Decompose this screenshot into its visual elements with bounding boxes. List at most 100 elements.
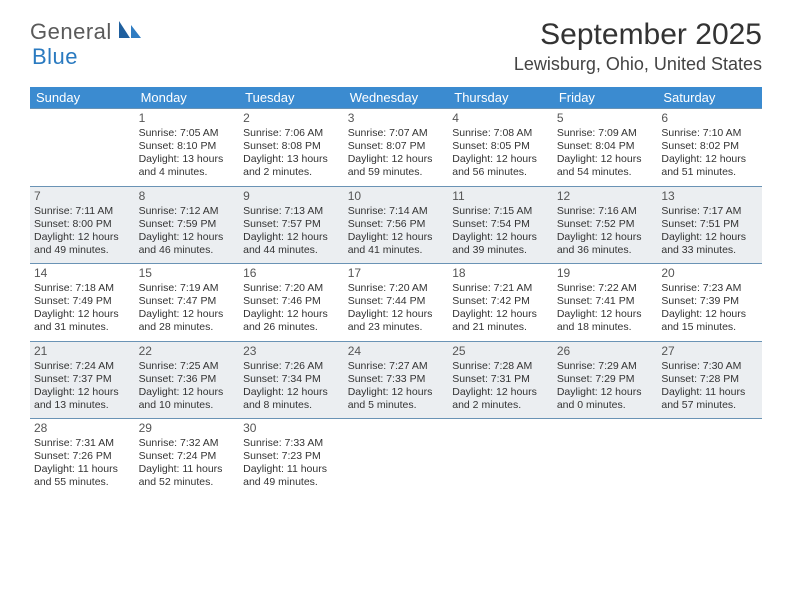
day-number: 18 bbox=[452, 266, 549, 281]
sunrise-text: Sunrise: 7:29 AM bbox=[557, 360, 654, 373]
day-cell bbox=[344, 419, 449, 496]
sunset-text: Sunset: 7:44 PM bbox=[348, 295, 445, 308]
week-row: 7Sunrise: 7:11 AMSunset: 8:00 PMDaylight… bbox=[30, 186, 762, 264]
sunset-text: Sunset: 7:26 PM bbox=[34, 450, 131, 463]
daylight-text: and 41 minutes. bbox=[348, 244, 445, 257]
day-cell: 14Sunrise: 7:18 AMSunset: 7:49 PMDayligh… bbox=[30, 264, 135, 342]
daylight-text: Daylight: 12 hours bbox=[661, 231, 758, 244]
day-header: Sunday bbox=[30, 87, 135, 109]
sunrise-text: Sunrise: 7:24 AM bbox=[34, 360, 131, 373]
week-row: 14Sunrise: 7:18 AMSunset: 7:49 PMDayligh… bbox=[30, 264, 762, 342]
sunset-text: Sunset: 8:05 PM bbox=[452, 140, 549, 153]
daylight-text: Daylight: 12 hours bbox=[452, 386, 549, 399]
daylight-text: Daylight: 12 hours bbox=[557, 153, 654, 166]
day-cell: 20Sunrise: 7:23 AMSunset: 7:39 PMDayligh… bbox=[657, 264, 762, 342]
sunrise-text: Sunrise: 7:22 AM bbox=[557, 282, 654, 295]
daylight-text: and 18 minutes. bbox=[557, 321, 654, 334]
logo-sub: Blue bbox=[32, 44, 78, 70]
day-number: 23 bbox=[243, 344, 340, 359]
day-number: 20 bbox=[661, 266, 758, 281]
week-row: 21Sunrise: 7:24 AMSunset: 7:37 PMDayligh… bbox=[30, 341, 762, 419]
daylight-text: Daylight: 11 hours bbox=[34, 463, 131, 476]
sunset-text: Sunset: 8:08 PM bbox=[243, 140, 340, 153]
day-number: 19 bbox=[557, 266, 654, 281]
day-cell: 19Sunrise: 7:22 AMSunset: 7:41 PMDayligh… bbox=[553, 264, 658, 342]
sunrise-text: Sunrise: 7:08 AM bbox=[452, 127, 549, 140]
sunset-text: Sunset: 7:49 PM bbox=[34, 295, 131, 308]
daylight-text: and 49 minutes. bbox=[34, 244, 131, 257]
daylight-text: and 51 minutes. bbox=[661, 166, 758, 179]
title-block: September 2025 Lewisburg, Ohio, United S… bbox=[514, 18, 762, 75]
sunrise-text: Sunrise: 7:14 AM bbox=[348, 205, 445, 218]
sunset-text: Sunset: 7:29 PM bbox=[557, 373, 654, 386]
sunset-text: Sunset: 7:47 PM bbox=[139, 295, 236, 308]
sunset-text: Sunset: 7:23 PM bbox=[243, 450, 340, 463]
sunset-text: Sunset: 7:28 PM bbox=[661, 373, 758, 386]
day-cell bbox=[553, 419, 658, 496]
sunset-text: Sunset: 8:02 PM bbox=[661, 140, 758, 153]
day-number: 25 bbox=[452, 344, 549, 359]
day-cell: 6Sunrise: 7:10 AMSunset: 8:02 PMDaylight… bbox=[657, 109, 762, 187]
daylight-text: and 54 minutes. bbox=[557, 166, 654, 179]
daylight-text: and 56 minutes. bbox=[452, 166, 549, 179]
sunset-text: Sunset: 7:41 PM bbox=[557, 295, 654, 308]
sunrise-text: Sunrise: 7:32 AM bbox=[139, 437, 236, 450]
day-number: 15 bbox=[139, 266, 236, 281]
daylight-text: and 23 minutes. bbox=[348, 321, 445, 334]
sunrise-text: Sunrise: 7:11 AM bbox=[34, 205, 131, 218]
day-cell: 11Sunrise: 7:15 AMSunset: 7:54 PMDayligh… bbox=[448, 186, 553, 264]
day-cell: 24Sunrise: 7:27 AMSunset: 7:33 PMDayligh… bbox=[344, 341, 449, 419]
sunrise-text: Sunrise: 7:20 AM bbox=[243, 282, 340, 295]
daylight-text: Daylight: 12 hours bbox=[661, 153, 758, 166]
daylight-text: Daylight: 12 hours bbox=[348, 153, 445, 166]
daylight-text: and 4 minutes. bbox=[139, 166, 236, 179]
sunset-text: Sunset: 7:57 PM bbox=[243, 218, 340, 231]
daylight-text: and 49 minutes. bbox=[243, 476, 340, 489]
daylight-text: and 44 minutes. bbox=[243, 244, 340, 257]
sunset-text: Sunset: 7:36 PM bbox=[139, 373, 236, 386]
sunrise-text: Sunrise: 7:07 AM bbox=[348, 127, 445, 140]
sunset-text: Sunset: 8:07 PM bbox=[348, 140, 445, 153]
day-header: Monday bbox=[135, 87, 240, 109]
logo: General bbox=[30, 18, 145, 45]
daylight-text: and 39 minutes. bbox=[452, 244, 549, 257]
sunrise-text: Sunrise: 7:25 AM bbox=[139, 360, 236, 373]
sunset-text: Sunset: 7:34 PM bbox=[243, 373, 340, 386]
day-number: 1 bbox=[139, 111, 236, 126]
day-number: 2 bbox=[243, 111, 340, 126]
daylight-text: Daylight: 12 hours bbox=[557, 231, 654, 244]
calendar-table: SundayMondayTuesdayWednesdayThursdayFrid… bbox=[30, 87, 762, 496]
sunrise-text: Sunrise: 7:26 AM bbox=[243, 360, 340, 373]
daylight-text: and 28 minutes. bbox=[139, 321, 236, 334]
day-cell: 13Sunrise: 7:17 AMSunset: 7:51 PMDayligh… bbox=[657, 186, 762, 264]
day-header-row: SundayMondayTuesdayWednesdayThursdayFrid… bbox=[30, 87, 762, 109]
day-cell: 15Sunrise: 7:19 AMSunset: 7:47 PMDayligh… bbox=[135, 264, 240, 342]
sunrise-text: Sunrise: 7:30 AM bbox=[661, 360, 758, 373]
daylight-text: and 36 minutes. bbox=[557, 244, 654, 257]
daylight-text: and 2 minutes. bbox=[243, 166, 340, 179]
day-cell: 27Sunrise: 7:30 AMSunset: 7:28 PMDayligh… bbox=[657, 341, 762, 419]
day-cell: 21Sunrise: 7:24 AMSunset: 7:37 PMDayligh… bbox=[30, 341, 135, 419]
day-number: 11 bbox=[452, 189, 549, 204]
sunrise-text: Sunrise: 7:31 AM bbox=[34, 437, 131, 450]
logo-sail-icon bbox=[117, 18, 143, 45]
day-cell bbox=[30, 109, 135, 187]
day-cell: 8Sunrise: 7:12 AMSunset: 7:59 PMDaylight… bbox=[135, 186, 240, 264]
daylight-text: and 5 minutes. bbox=[348, 399, 445, 412]
day-cell: 25Sunrise: 7:28 AMSunset: 7:31 PMDayligh… bbox=[448, 341, 553, 419]
daylight-text: Daylight: 12 hours bbox=[243, 231, 340, 244]
daylight-text: Daylight: 13 hours bbox=[139, 153, 236, 166]
sunrise-text: Sunrise: 7:12 AM bbox=[139, 205, 236, 218]
daylight-text: Daylight: 12 hours bbox=[34, 308, 131, 321]
daylight-text: and 57 minutes. bbox=[661, 399, 758, 412]
daylight-text: Daylight: 12 hours bbox=[243, 386, 340, 399]
day-cell: 22Sunrise: 7:25 AMSunset: 7:36 PMDayligh… bbox=[135, 341, 240, 419]
daylight-text: Daylight: 12 hours bbox=[557, 386, 654, 399]
sunrise-text: Sunrise: 7:17 AM bbox=[661, 205, 758, 218]
day-number: 9 bbox=[243, 189, 340, 204]
week-row: 1Sunrise: 7:05 AMSunset: 8:10 PMDaylight… bbox=[30, 109, 762, 187]
daylight-text: Daylight: 11 hours bbox=[661, 386, 758, 399]
day-number: 28 bbox=[34, 421, 131, 436]
day-cell: 16Sunrise: 7:20 AMSunset: 7:46 PMDayligh… bbox=[239, 264, 344, 342]
day-cell: 29Sunrise: 7:32 AMSunset: 7:24 PMDayligh… bbox=[135, 419, 240, 496]
